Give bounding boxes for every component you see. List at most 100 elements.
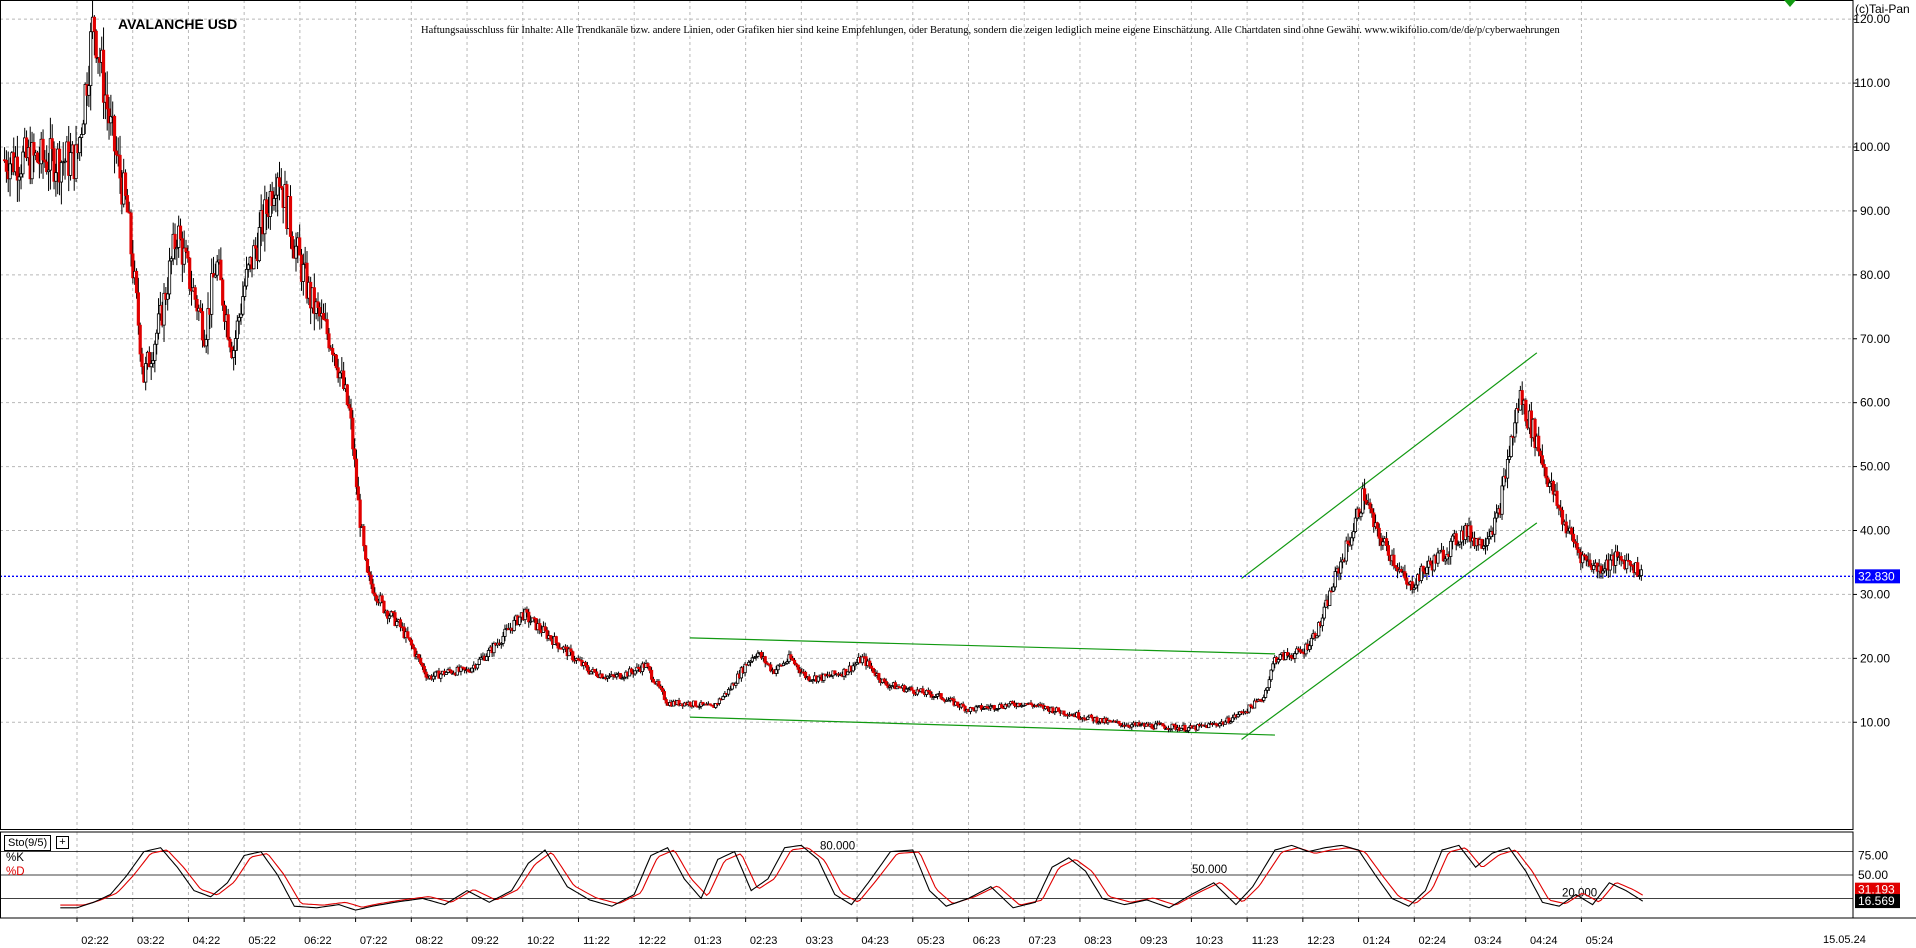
x-tick-label: 05:23 xyxy=(917,935,945,947)
bull-candle xyxy=(19,173,23,178)
bull-candle xyxy=(829,675,833,678)
bull-candle xyxy=(726,688,731,695)
bull-candle xyxy=(1450,535,1455,542)
bull-candle xyxy=(1639,569,1643,576)
bull-candle xyxy=(1359,512,1363,518)
bear-candle xyxy=(637,666,641,670)
price-axis: 120.00 110.00 100.00 90.00 80.00 70.00 60.00 50… xyxy=(76,12,1900,947)
bear-candle xyxy=(1599,565,1603,574)
bull-candle xyxy=(274,194,278,199)
bear-candle xyxy=(15,156,19,181)
bear-candle xyxy=(1062,710,1066,715)
bull-candle xyxy=(301,263,305,282)
price-tick-label: 90.00 xyxy=(1860,204,1890,218)
bear-candle xyxy=(1533,418,1537,449)
bull-candle xyxy=(783,662,787,665)
bear-candle xyxy=(50,138,54,150)
bull-candle xyxy=(263,199,267,235)
bull-candle xyxy=(387,615,392,619)
price-candles xyxy=(2,0,1643,734)
bear-candle xyxy=(1421,565,1425,572)
bull-candle xyxy=(714,703,718,708)
bull-candle xyxy=(1443,558,1447,562)
bear-candle xyxy=(660,687,665,692)
bear-candle xyxy=(131,253,135,279)
bull-candle xyxy=(486,650,491,657)
sto-d-line xyxy=(60,847,1643,908)
bear-candle xyxy=(200,311,205,341)
x-tick-label: 04:23 xyxy=(861,935,889,947)
bull-candle xyxy=(239,313,243,318)
bull-candle xyxy=(934,696,938,698)
bear-candle xyxy=(1469,525,1473,542)
bear-candle xyxy=(364,545,368,560)
price-tick-label: 80.00 xyxy=(1860,268,1890,282)
bear-candle xyxy=(662,691,667,700)
bear-candle xyxy=(549,635,553,640)
bull-candle xyxy=(1278,654,1282,660)
bear-candle xyxy=(134,270,139,294)
x-tick-label: 05:24 xyxy=(1586,935,1614,947)
bull-candle xyxy=(1592,565,1596,570)
bear-candle xyxy=(1368,502,1372,510)
bull-candle xyxy=(924,690,929,695)
plus-icon[interactable]: + xyxy=(56,836,69,849)
bull-candle xyxy=(1307,645,1312,650)
bear-candle xyxy=(138,324,142,355)
bull-candle xyxy=(169,258,173,262)
bear-candle xyxy=(45,161,49,173)
bull-candle xyxy=(1284,652,1288,661)
bear-candle xyxy=(789,654,793,659)
bear-candle xyxy=(765,662,769,665)
bear-candle xyxy=(583,662,588,666)
bull-candle xyxy=(1269,669,1273,681)
bear-candle xyxy=(659,685,663,689)
bull-candle xyxy=(166,293,170,300)
bear-candle xyxy=(912,689,916,694)
bear-candle xyxy=(664,699,668,704)
bear-candle xyxy=(367,571,371,576)
bear-candle xyxy=(585,665,590,671)
bull-candle xyxy=(1414,584,1418,589)
x-tick-label: 04:22 xyxy=(193,935,221,947)
bear-candle xyxy=(1362,488,1367,501)
bear-candle xyxy=(365,558,370,573)
bull-candle xyxy=(1515,408,1519,424)
bull-candle xyxy=(567,648,571,657)
bull-candle xyxy=(633,670,637,675)
bull-candle xyxy=(996,707,1000,710)
bear-candle xyxy=(1619,555,1623,561)
bear-candle xyxy=(94,30,98,59)
bull-candle xyxy=(822,673,826,681)
bear-candle xyxy=(101,49,106,103)
bull-candle xyxy=(989,705,993,709)
price-panel-border xyxy=(0,0,1854,830)
x-tick-label: 01:24 xyxy=(1363,935,1391,947)
bull-candle xyxy=(477,658,481,665)
indicator-name[interactable]: Sto(9/5) xyxy=(4,835,52,851)
bull-candle xyxy=(1487,536,1491,540)
bull-candle xyxy=(776,664,780,671)
bull-candle xyxy=(730,683,734,690)
bull-candle xyxy=(470,667,474,673)
bear-candle xyxy=(354,458,359,488)
bull-candle xyxy=(1483,545,1488,547)
bear-candle xyxy=(448,669,452,672)
bear-candle xyxy=(221,279,225,306)
bull-candle xyxy=(1482,545,1486,549)
bull-candle xyxy=(89,31,93,86)
bear-candle xyxy=(411,644,415,650)
bear-candle xyxy=(882,678,886,682)
bear-candle xyxy=(1575,542,1579,550)
bull-candle xyxy=(974,706,978,712)
bear-candle xyxy=(807,676,811,682)
bear-candle xyxy=(803,671,808,679)
bear-candle xyxy=(651,678,656,683)
bear-candle xyxy=(569,648,573,653)
x-tick-label: 03:23 xyxy=(806,935,834,947)
bear-candle xyxy=(114,150,118,156)
bear-candle xyxy=(288,196,293,237)
bear-candle xyxy=(1636,562,1640,577)
sto-tick-label: 75.00 xyxy=(1858,849,1888,863)
bear-candle xyxy=(1394,565,1398,568)
